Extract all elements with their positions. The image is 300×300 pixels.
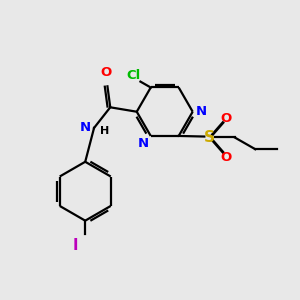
Text: O: O xyxy=(220,112,231,125)
Text: O: O xyxy=(220,151,231,164)
Text: O: O xyxy=(100,66,112,79)
Text: S: S xyxy=(204,130,215,145)
Text: I: I xyxy=(72,238,78,253)
Text: N: N xyxy=(196,105,207,118)
Text: N: N xyxy=(80,122,91,134)
Text: H: H xyxy=(100,126,109,136)
Text: N: N xyxy=(138,137,149,150)
Text: Cl: Cl xyxy=(126,69,140,82)
